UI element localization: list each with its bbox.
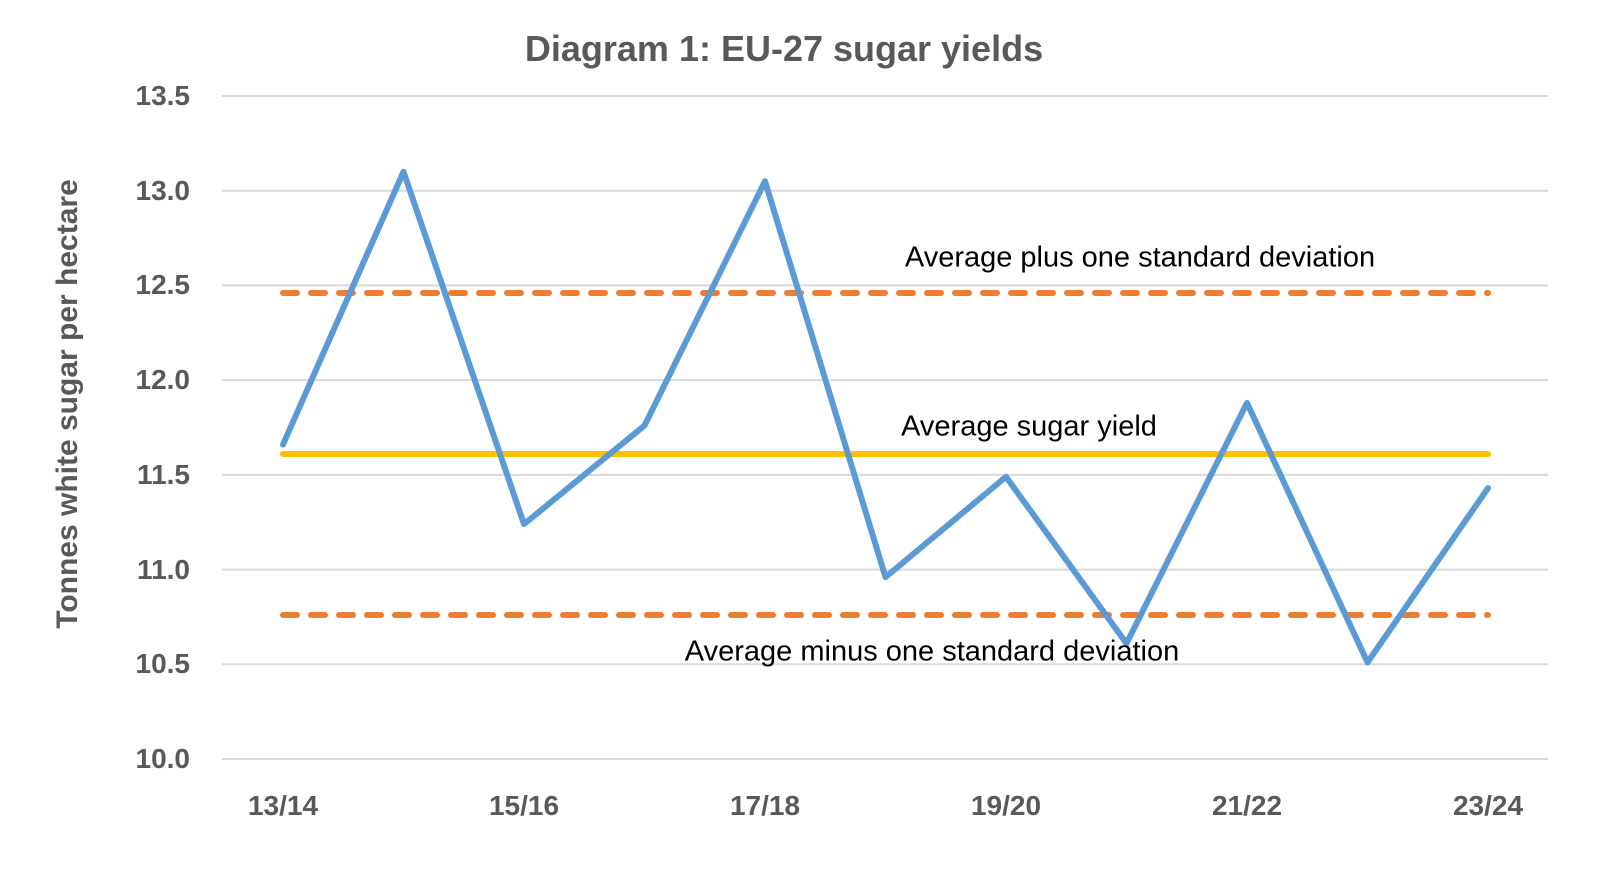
chart-title: Diagram 1: EU-27 sugar yields — [524, 28, 1044, 69]
y-tick-label: 12.0 — [135, 364, 191, 396]
y-tick-label: 11.5 — [137, 458, 190, 490]
y-tick-label: 10.0 — [135, 743, 191, 774]
y-tick-label: 11.0 — [137, 553, 190, 585]
y-tick-label: 13.0 — [135, 174, 191, 206]
series-line-eu-27-sugar-yield — [280, 168, 1491, 666]
series-lines — [280, 168, 1491, 666]
x-tick-label: 21/22 — [1211, 790, 1283, 821]
y-tick-label: 12.5 — [135, 269, 191, 301]
x-tick-label: 15/16 — [488, 790, 560, 821]
y-tick-label: 13.5 — [135, 80, 191, 111]
y-tick-label: 10.5 — [135, 648, 191, 680]
x-tick-label: 17/18 — [729, 790, 801, 821]
x-tick-label: 23/24 — [1452, 790, 1524, 821]
x-tick-label: 13/14 — [247, 790, 319, 821]
annotation-label: Average sugar yield — [901, 410, 1157, 443]
annotation-label: Average plus one standard deviation — [904, 241, 1376, 274]
annotation-label: Average minus one standard deviation — [684, 635, 1180, 668]
x-tick-label: 19/20 — [970, 790, 1042, 821]
